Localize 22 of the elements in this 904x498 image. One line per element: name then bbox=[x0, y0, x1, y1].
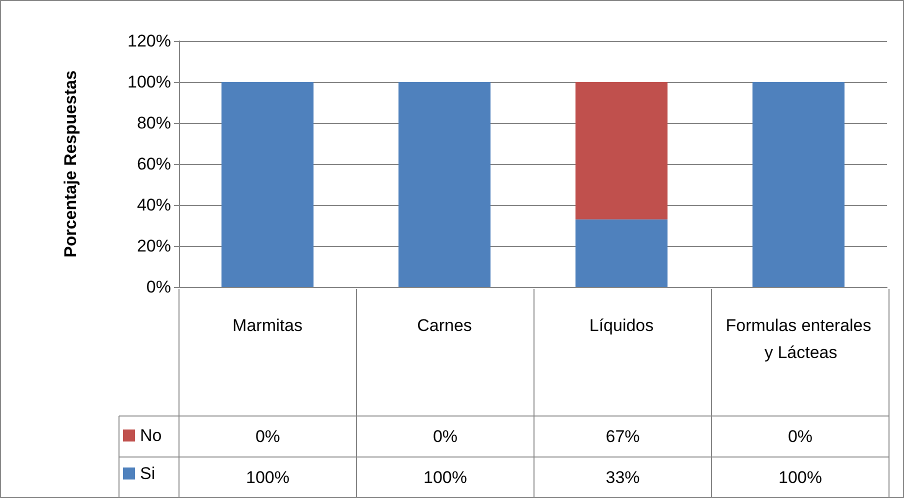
y-axis-title: Porcentaje Respuestas bbox=[61, 70, 80, 258]
x-tick-label: Marmitas bbox=[232, 316, 302, 335]
x-tick-label: Formulas enterales y Lácteas bbox=[726, 316, 872, 362]
data-label: 100% bbox=[246, 468, 290, 487]
y-tick-label: 100% bbox=[128, 72, 171, 92]
y-tick-label: 80% bbox=[136, 114, 171, 132]
y-tick-label: 60% bbox=[136, 154, 171, 174]
data-label: 67% bbox=[606, 427, 640, 446]
legend-label: Si bbox=[140, 464, 156, 483]
data-label: 100% bbox=[424, 468, 467, 487]
data-label: 33% bbox=[606, 468, 640, 487]
data-label: 100% bbox=[778, 468, 822, 487]
y-tick-label: 20% bbox=[136, 236, 171, 256]
y-tick-label: 120% bbox=[128, 32, 171, 50]
x-tick-label: Líquidos bbox=[589, 316, 654, 335]
data-label: 0% bbox=[432, 427, 458, 446]
data-label: 0% bbox=[255, 427, 280, 446]
y-tick-label: 40% bbox=[136, 196, 171, 214]
x-tick-label: Carnes bbox=[417, 316, 472, 335]
legend-label: No bbox=[140, 426, 162, 445]
data-label: 0% bbox=[788, 427, 813, 446]
y-tick-label: 0% bbox=[146, 278, 171, 296]
